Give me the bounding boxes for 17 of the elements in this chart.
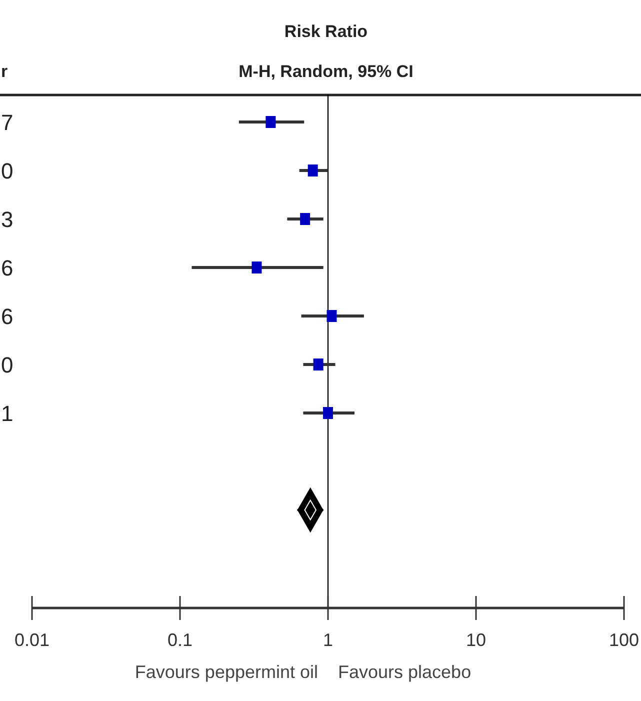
y-tick-label: 0 — [1, 158, 14, 184]
y-tick-label: 6 — [1, 304, 14, 329]
x-tick-label: 100 — [608, 630, 640, 650]
x-tick-label: 0.1 — [167, 630, 193, 650]
y-tick-label: 6 — [1, 256, 14, 280]
y-tick-label: 0 — [1, 352, 14, 378]
x-tick-label: 0.01 — [14, 630, 50, 650]
chart-subtitle: M-H, Random, 95% CI — [238, 62, 414, 81]
text: Favours peppermint oil — [134, 662, 318, 682]
text: r — [1, 62, 8, 81]
chart-title: Risk Ratio — [284, 22, 368, 41]
text: Favours placebo — [338, 662, 472, 682]
y-tick-label: 1 — [1, 401, 14, 426]
y-tick-label: 7 — [1, 110, 14, 135]
y-tick-label: 3 — [1, 207, 14, 232]
x-tick-label: 1 — [322, 630, 334, 650]
x-tick-label: 10 — [466, 630, 486, 650]
